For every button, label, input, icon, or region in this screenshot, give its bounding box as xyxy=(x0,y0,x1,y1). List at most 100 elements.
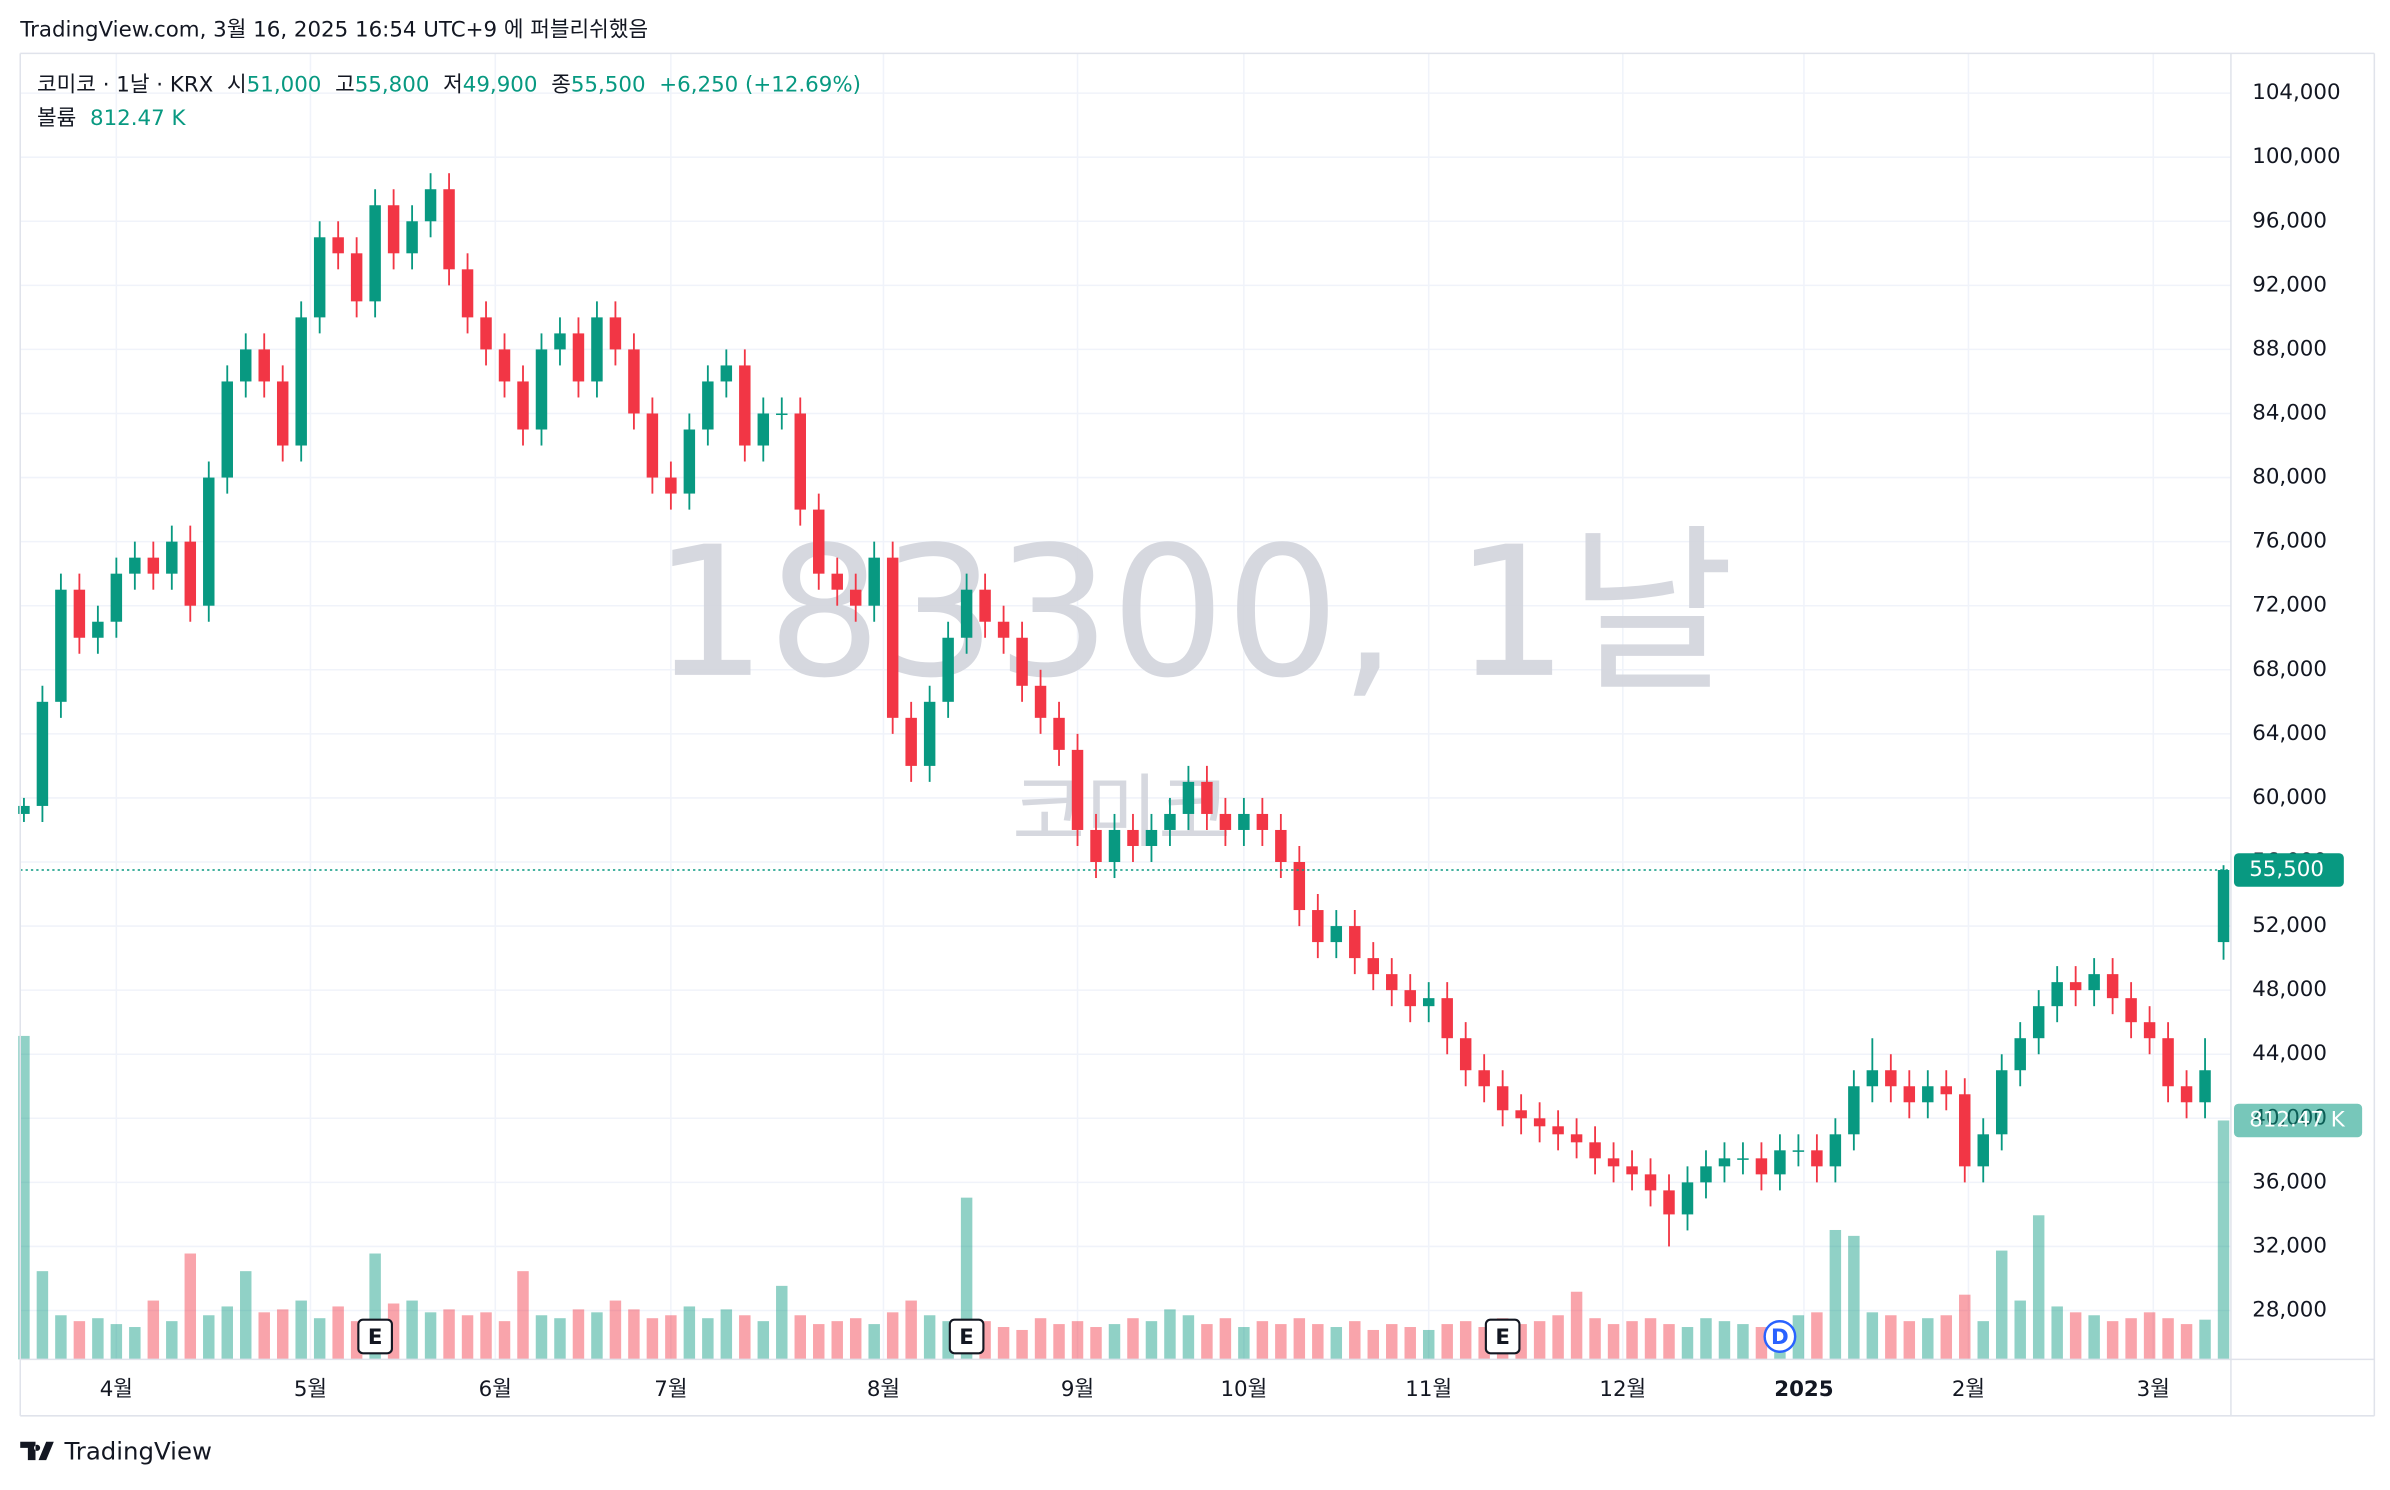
x-tick-label: 2월 xyxy=(1952,1377,1985,1402)
volume-bar xyxy=(387,1303,400,1360)
candle-body xyxy=(221,381,233,478)
candle-body xyxy=(1737,1158,1749,1160)
x-tick-label: 12월 xyxy=(1599,1377,1646,1402)
volume-bar xyxy=(240,1271,252,1360)
volume-bar xyxy=(110,1324,123,1360)
candle-body xyxy=(979,589,991,622)
candle-body xyxy=(147,557,160,574)
volume-bar xyxy=(1681,1327,1694,1360)
candle-body xyxy=(1034,685,1047,718)
y-tick-label: 64,000 xyxy=(2252,721,2327,746)
volume-bar xyxy=(2162,1318,2174,1360)
candle-body xyxy=(73,589,86,638)
volume-tag xyxy=(2233,1103,2363,1138)
event-label: E xyxy=(1495,1325,1510,1350)
candle-body xyxy=(794,413,806,510)
x-tick-label: 3월 xyxy=(2137,1377,2170,1402)
y-tick-label: 88,000 xyxy=(2252,336,2327,361)
candle-body xyxy=(2199,1070,2211,1103)
volume-bar xyxy=(1848,1235,1860,1360)
volume-bar xyxy=(1016,1329,1028,1360)
price-tag xyxy=(2233,853,2344,887)
candle-body xyxy=(535,349,548,430)
volume-bar xyxy=(923,1315,936,1360)
y-tick-label: 104,000 xyxy=(2252,80,2340,105)
candle-body xyxy=(942,637,954,702)
legend-label: 고 xyxy=(335,72,355,97)
candle-body xyxy=(258,349,270,382)
volume-bar xyxy=(2199,1319,2211,1360)
x-tick-label: 9월 xyxy=(1061,1377,1094,1402)
candle-body xyxy=(498,349,511,382)
event-marker xyxy=(948,1318,985,1355)
candle-body xyxy=(424,189,437,222)
volume-bar xyxy=(1866,1312,1879,1360)
volume-bar xyxy=(1478,1327,1490,1360)
candle-body xyxy=(1293,862,1306,911)
volume-bar xyxy=(1552,1315,1564,1360)
y-tick-label: 68,000 xyxy=(2252,657,2327,682)
candle-body xyxy=(646,413,659,478)
footer-logo: TradingView xyxy=(20,1436,212,1465)
volume-bar xyxy=(55,1315,67,1360)
event-label: E xyxy=(368,1325,383,1350)
y-tick-label: 96,000 xyxy=(2252,208,2327,233)
volume-bar xyxy=(258,1312,270,1360)
volume-bar xyxy=(1718,1321,1731,1360)
volume-bar xyxy=(2088,1315,2100,1360)
volume-bar xyxy=(831,1321,843,1360)
y-tick-label: 44,000 xyxy=(2252,1041,2327,1066)
legend-value: 55,500 xyxy=(571,72,646,97)
candle-body xyxy=(905,717,917,766)
volume-bar xyxy=(776,1285,788,1360)
candle-body xyxy=(2180,1086,2193,1103)
candle-body xyxy=(350,253,363,302)
volume-bar xyxy=(628,1309,640,1360)
candle-body xyxy=(1792,1150,1805,1152)
candle-body xyxy=(2088,974,2100,991)
candle-body xyxy=(2014,1038,2026,1071)
candle-body xyxy=(609,317,622,350)
volume-bar xyxy=(498,1321,511,1360)
candle-body xyxy=(1848,1086,1860,1135)
volume-bar xyxy=(1108,1324,1121,1360)
volume-bar xyxy=(849,1318,862,1360)
candle-body xyxy=(1367,958,1379,975)
volume-bar xyxy=(1589,1318,1601,1360)
volume-bar xyxy=(129,1327,141,1360)
volume-bar xyxy=(535,1315,548,1360)
volume-bar xyxy=(1700,1318,1712,1360)
volume-tag-label: 812.47 K xyxy=(2249,1107,2345,1132)
candle-body xyxy=(1330,926,1343,943)
candle-body xyxy=(1866,1070,1879,1087)
candle-body xyxy=(665,477,677,494)
y-tick-label: 60,000 xyxy=(2252,785,2327,810)
volume-bar xyxy=(554,1318,566,1360)
volume-bar xyxy=(1737,1324,1749,1360)
volume-bar xyxy=(1090,1327,1102,1360)
volume-bar xyxy=(683,1306,696,1360)
volume-bar xyxy=(1644,1318,1657,1360)
candle-body xyxy=(1663,1190,1675,1215)
candle-body xyxy=(1589,1142,1601,1159)
volume-bar xyxy=(1256,1321,1269,1360)
candle-body xyxy=(1626,1166,1638,1175)
legend-volume: 볼륨 812.47 K xyxy=(37,106,186,131)
volume-bar xyxy=(979,1321,991,1360)
candle-body xyxy=(868,557,880,606)
volume-bar xyxy=(1459,1321,1472,1360)
volume-bar xyxy=(591,1312,603,1360)
y-tick-label: 28,000 xyxy=(2252,1298,2327,1323)
volume-bar xyxy=(720,1309,733,1360)
volume-bar xyxy=(960,1197,973,1360)
candle-body xyxy=(2051,982,2063,1007)
candle-body xyxy=(387,205,400,254)
volume-bar xyxy=(794,1315,806,1360)
candle-body xyxy=(849,589,862,606)
candle-body xyxy=(166,541,178,574)
x-tick-label: 5월 xyxy=(294,1377,327,1402)
volume-bar xyxy=(572,1309,585,1360)
volume-bar xyxy=(406,1300,418,1360)
